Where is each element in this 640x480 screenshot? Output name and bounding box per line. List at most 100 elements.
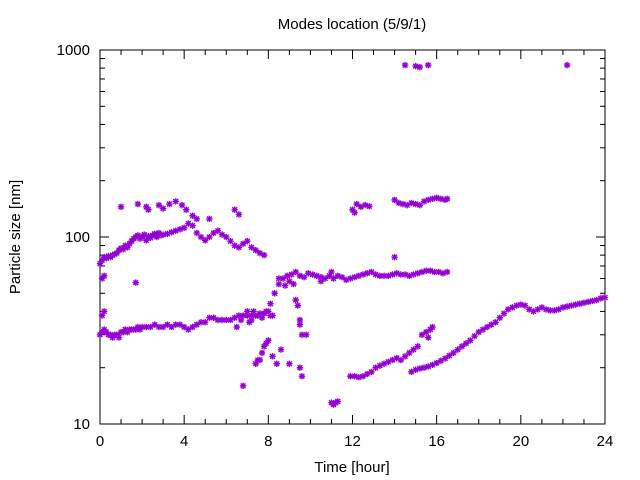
data-point [317,278,325,285]
y-tick-label: 100 [65,229,90,246]
data-point [471,332,478,340]
data-point [290,280,297,288]
data-point [296,316,304,324]
data-point [313,272,320,280]
data-point [206,215,213,223]
data-point [391,253,398,261]
data-point [193,215,200,223]
data-point [248,244,255,251]
data-point [286,278,293,285]
data-point [155,323,163,331]
data-point [496,314,503,321]
x-tick-label: 12 [344,433,361,450]
data-point [244,308,251,315]
data-point [563,303,571,310]
data-point [328,268,335,276]
data-point [193,229,200,237]
data-point [210,314,217,321]
data-point [189,212,196,219]
data-point [462,340,470,347]
data-point [235,211,243,218]
data-point [239,382,247,390]
data-point [273,360,280,367]
data-point [296,321,304,328]
data-point [223,233,230,241]
data-point [145,206,152,213]
data-point [416,63,424,71]
data-point [115,334,123,341]
x-tick-label: 0 [96,433,104,450]
data-point [185,326,192,333]
y-tick-label: 10 [73,416,90,433]
x-tick-label: 20 [512,433,529,450]
data-point [271,290,278,297]
data-point [235,244,243,251]
data-point [134,200,142,208]
data-point [589,297,596,305]
data-point [260,251,268,259]
data-point [180,224,188,231]
data-point [183,206,190,213]
data-point [281,282,289,289]
data-point [269,312,276,319]
data-point [178,201,186,209]
data-point [155,201,163,209]
data-point [458,343,466,350]
data-point [454,346,461,353]
chart-title: Modes location (5/9/1) [278,16,426,33]
data-point [258,314,266,321]
data-point [244,237,251,245]
data-point [263,308,270,315]
data-point [385,358,392,366]
x-tick-label: 8 [264,433,272,450]
data-point [584,298,592,306]
data-point [260,343,268,350]
data-point [248,316,255,324]
data-point [277,346,285,353]
data-point [298,373,306,380]
data-point [159,231,167,238]
data-point [300,273,308,281]
data-point [101,308,108,315]
data-point [206,233,213,241]
data-point [410,346,417,353]
data-point [492,319,499,326]
data-point [366,203,373,210]
data-point [425,334,432,341]
data-point [147,323,154,331]
data-point [296,364,304,371]
data-point [391,196,398,204]
data-point [275,280,283,288]
data-point [269,353,276,360]
data-point [237,316,245,324]
y-axis-label: Particle size [nm] [7,180,24,294]
data-point [601,294,609,301]
data-point [166,200,173,208]
data-point [164,321,171,328]
data-point [250,308,257,315]
data-point [401,61,409,69]
data-point [189,222,196,229]
data-point [267,300,274,307]
data-point [233,323,240,331]
data-point [547,307,554,314]
data-point [446,352,453,359]
data-point [513,302,520,309]
data-point [414,343,421,350]
data-point [202,237,209,244]
data-point [294,302,301,309]
data-point [429,323,436,331]
data-point [563,61,571,69]
data-point [517,301,525,308]
data-point [441,355,449,362]
data-point [275,275,283,282]
data-point [500,310,508,317]
data-point [227,237,234,245]
x-axis-label: Time [hour] [314,459,389,476]
data-point [231,206,238,213]
data-point [353,200,360,208]
data-point [159,205,167,212]
data-point [351,209,358,216]
